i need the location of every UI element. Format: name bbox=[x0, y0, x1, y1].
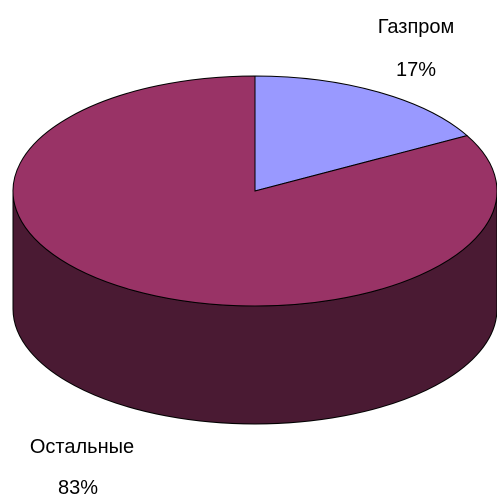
pie-slice-gazprom bbox=[254, 75, 469, 192]
slice-label-others-name: Остальные bbox=[30, 436, 134, 458]
pie-slice-others bbox=[12, 75, 497, 307]
pie-top-surface bbox=[12, 75, 497, 307]
slice-label-others-value: 83% bbox=[58, 477, 98, 499]
slice-label-gazprom-value: 17% bbox=[396, 59, 436, 81]
slice-label-gazprom-name: Газпром bbox=[378, 16, 455, 38]
